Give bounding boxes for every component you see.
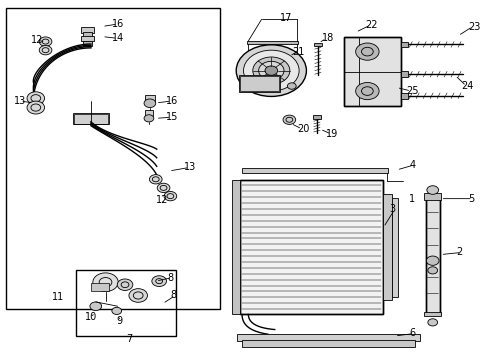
Bar bbox=[289, 51, 295, 54]
Text: 19: 19 bbox=[326, 129, 338, 139]
Circle shape bbox=[427, 319, 437, 326]
Bar bbox=[344, 37, 400, 107]
Circle shape bbox=[252, 57, 289, 84]
Text: 13: 13 bbox=[183, 162, 195, 172]
Bar bbox=[313, 116, 320, 119]
Text: 6: 6 bbox=[408, 328, 415, 338]
Circle shape bbox=[27, 92, 44, 105]
Text: 14: 14 bbox=[112, 33, 124, 43]
Text: 13: 13 bbox=[14, 96, 26, 106]
Circle shape bbox=[355, 43, 378, 60]
Circle shape bbox=[27, 101, 44, 114]
Bar bbox=[144, 111, 153, 116]
Text: 7: 7 bbox=[126, 333, 132, 343]
Bar bbox=[82, 41, 92, 45]
Bar bbox=[74, 114, 108, 124]
Bar bbox=[424, 312, 440, 316]
Text: 16: 16 bbox=[165, 96, 178, 106]
Bar bbox=[239, 76, 279, 91]
Bar bbox=[242, 340, 414, 347]
Bar bbox=[81, 36, 94, 41]
Circle shape bbox=[258, 61, 284, 80]
Bar bbox=[383, 194, 391, 300]
Text: 1: 1 bbox=[408, 194, 415, 204]
Text: 8: 8 bbox=[170, 291, 176, 301]
Text: 12: 12 bbox=[31, 35, 43, 45]
Circle shape bbox=[283, 115, 295, 125]
Bar bbox=[314, 42, 321, 46]
Bar bbox=[391, 198, 397, 297]
Circle shape bbox=[144, 99, 156, 108]
Bar bbox=[81, 27, 94, 33]
Bar bbox=[232, 180, 240, 315]
Circle shape bbox=[117, 279, 133, 291]
Text: 22: 22 bbox=[365, 20, 377, 30]
Circle shape bbox=[152, 276, 166, 287]
Circle shape bbox=[39, 37, 52, 46]
Circle shape bbox=[355, 82, 378, 100]
Circle shape bbox=[157, 183, 169, 193]
Bar bbox=[91, 283, 109, 291]
Bar bbox=[238, 75, 280, 92]
Circle shape bbox=[243, 50, 299, 91]
Bar bbox=[344, 37, 400, 107]
Circle shape bbox=[90, 302, 102, 311]
Circle shape bbox=[39, 45, 52, 55]
Bar bbox=[400, 93, 407, 99]
Circle shape bbox=[426, 186, 438, 194]
Text: 3: 3 bbox=[389, 204, 395, 215]
Text: 25: 25 bbox=[406, 86, 418, 96]
Bar bbox=[82, 32, 92, 37]
Text: 4: 4 bbox=[408, 160, 415, 170]
Bar bbox=[73, 113, 109, 125]
Text: 16: 16 bbox=[112, 19, 124, 29]
Text: 18: 18 bbox=[321, 33, 333, 43]
Circle shape bbox=[427, 267, 437, 274]
Circle shape bbox=[93, 273, 118, 292]
Bar bbox=[242, 168, 387, 173]
Text: 12: 12 bbox=[156, 195, 168, 205]
Text: 21: 21 bbox=[292, 46, 304, 57]
Bar bbox=[237, 334, 419, 341]
Circle shape bbox=[264, 66, 277, 75]
Text: 5: 5 bbox=[467, 194, 473, 204]
Text: 2: 2 bbox=[456, 247, 462, 257]
Circle shape bbox=[426, 256, 438, 265]
Text: 23: 23 bbox=[467, 22, 479, 32]
Bar bbox=[424, 193, 440, 200]
Bar bbox=[144, 95, 155, 102]
Bar bbox=[400, 71, 407, 77]
Text: 9: 9 bbox=[117, 316, 122, 325]
Circle shape bbox=[149, 175, 162, 184]
Text: 17: 17 bbox=[279, 13, 291, 23]
Text: 15: 15 bbox=[165, 112, 178, 122]
Bar bbox=[400, 41, 407, 47]
Text: 20: 20 bbox=[297, 124, 309, 134]
Bar bbox=[5, 8, 220, 309]
Bar bbox=[425, 198, 439, 315]
Bar bbox=[239, 180, 383, 315]
Text: 24: 24 bbox=[461, 81, 473, 91]
Circle shape bbox=[144, 115, 154, 122]
Text: 8: 8 bbox=[167, 273, 173, 283]
Bar bbox=[76, 270, 176, 336]
Bar bbox=[246, 41, 298, 44]
Text: 11: 11 bbox=[52, 292, 64, 302]
Circle shape bbox=[163, 192, 176, 201]
Circle shape bbox=[112, 307, 122, 315]
Bar bbox=[239, 180, 383, 315]
Circle shape bbox=[236, 45, 306, 96]
Circle shape bbox=[287, 83, 296, 89]
Bar bbox=[425, 198, 439, 315]
Text: 10: 10 bbox=[84, 312, 97, 322]
Circle shape bbox=[129, 289, 147, 302]
